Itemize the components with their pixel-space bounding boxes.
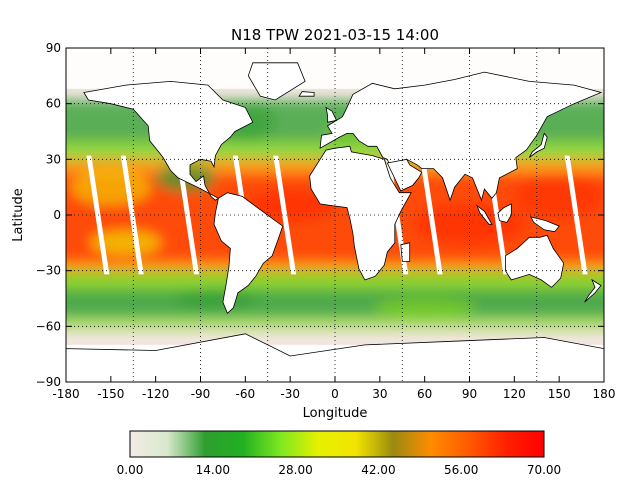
colorbar <box>129 430 545 458</box>
swath-gap <box>273 155 297 275</box>
africa <box>309 145 412 281</box>
y-axis-ticks: 90 60 30 0 −30 −60 −90 <box>36 41 604 389</box>
north-america <box>83 80 254 201</box>
antarctica <box>66 333 604 382</box>
y-tick-label: 30 <box>46 152 61 166</box>
x-tick-label: -60 <box>236 387 256 401</box>
swath-gap <box>564 155 588 275</box>
madagascar <box>400 242 411 262</box>
colorbar-tick-label: 42.00 <box>361 463 395 477</box>
swath-gap <box>86 155 110 275</box>
colorbar-tick-label: 0.00 <box>117 463 144 477</box>
new-zealand <box>584 278 602 303</box>
x-tick-label: -120 <box>142 387 169 401</box>
x-tick-label: -90 <box>191 387 211 401</box>
x-axis-label: Longitude <box>303 406 368 421</box>
swath-gap <box>176 155 200 275</box>
colorbar-tick-label: 70.00 <box>527 463 561 477</box>
arabia <box>386 158 423 192</box>
y-tick-label: 90 <box>46 41 61 55</box>
borneo <box>497 203 512 223</box>
greenland <box>247 62 306 101</box>
sumatra <box>476 204 493 225</box>
land-masses <box>66 62 604 382</box>
figure-title: N18 TPW 2021-03-15 14:00 <box>231 26 439 44</box>
colorbar-tick-label: 56.00 <box>444 463 478 477</box>
south-america <box>213 192 284 314</box>
x-tick-label: 30 <box>372 387 387 401</box>
swath-gap <box>419 155 443 275</box>
iceland <box>298 91 315 97</box>
x-tick-label: -180 <box>52 387 79 401</box>
colorbar-tick-label: 28.00 <box>278 463 312 477</box>
x-tick-label: 120 <box>503 387 526 401</box>
y-tick-label: −90 <box>36 375 61 389</box>
new-guinea <box>530 216 560 233</box>
swath-gap <box>120 155 144 275</box>
y-tick-label: −60 <box>36 319 61 333</box>
colorbar-tick-label: 14.00 <box>196 463 230 477</box>
y-tick-label: 60 <box>46 97 61 111</box>
graticule <box>66 48 604 382</box>
japan <box>528 132 548 158</box>
x-tick-label: 90 <box>462 387 477 401</box>
y-tick-label: 0 <box>53 208 61 222</box>
x-tick-label: 180 <box>593 387 616 401</box>
x-tick-label: 60 <box>417 387 432 401</box>
x-tick-label: 0 <box>331 387 339 401</box>
colorbar-tick-labels: 0.00 14.00 28.00 42.00 56.00 70.00 <box>117 463 562 477</box>
y-tick-label: −30 <box>36 264 61 278</box>
x-tick-label: -30 <box>280 387 300 401</box>
x-tick-label: 150 <box>548 387 571 401</box>
y-axis-label: Latitude <box>11 188 26 242</box>
map-panel <box>66 48 604 382</box>
x-axis-ticks: -180 -150 -120 -90 -60 -30 0 30 60 90 120 150 180 <box>52 48 615 401</box>
x-tick-label: -150 <box>97 387 124 401</box>
